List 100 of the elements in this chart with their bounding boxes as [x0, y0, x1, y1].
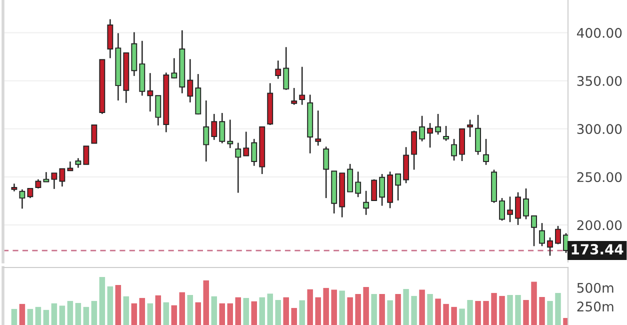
candlestick: [347, 163, 354, 192]
bar: [395, 294, 401, 325]
candlestick: [363, 190, 370, 216]
candlestick: [203, 100, 210, 162]
bar: [451, 306, 457, 325]
bar: [35, 306, 42, 325]
bar: [19, 304, 26, 325]
bar: [539, 296, 545, 325]
bar: [475, 300, 481, 325]
candlestick: [75, 158, 82, 168]
bar: [299, 300, 305, 325]
bar: [555, 292, 561, 325]
candlestick: [251, 138, 258, 166]
bar: [43, 310, 50, 325]
candlestick: [315, 110, 322, 146]
ref-line-label: 173.44: [572, 244, 624, 255]
bar: [387, 300, 393, 325]
bar: [355, 294, 361, 325]
candlestick: [523, 188, 529, 220]
bar: [107, 286, 114, 325]
y-tick-label: 250m: [577, 302, 614, 312]
bar: [211, 296, 218, 325]
bar: [483, 300, 489, 325]
y-tick-label: 350.00: [577, 76, 622, 86]
bar: [331, 290, 337, 325]
bar: [531, 282, 537, 325]
bar: [467, 300, 473, 325]
y-tick-label: 250.00: [577, 172, 622, 182]
bar: [67, 300, 74, 325]
bar: [499, 296, 505, 325]
candlestick: [27, 188, 34, 199]
candlestick: [451, 138, 458, 162]
candlestick: [379, 173, 386, 206]
y-tick-label: 200.00: [577, 220, 622, 230]
bar: [139, 298, 146, 325]
candlestick: [283, 46, 290, 91]
bar: [163, 302, 170, 325]
y-tick-label: 500m: [577, 282, 614, 293]
candlestick: [291, 87, 298, 106]
bar: [523, 300, 529, 325]
candlestick: [475, 114, 481, 156]
bar: [307, 289, 313, 325]
bar: [275, 300, 281, 325]
bar: [75, 302, 82, 325]
bar: [363, 286, 369, 325]
y-tick-label: 300.00: [577, 124, 622, 134]
bar: [131, 303, 138, 325]
candlestick: [555, 225, 561, 245]
candlestick: [427, 122, 434, 148]
candlestick: [323, 146, 330, 199]
bar: [227, 303, 233, 325]
candlestick: [299, 66, 306, 106]
bar: [323, 288, 329, 325]
candlestick: [59, 168, 66, 188]
bar: [563, 318, 568, 325]
bar: [427, 294, 433, 325]
candlestick: [515, 192, 521, 226]
bar: [51, 303, 58, 325]
candlestick: [435, 113, 442, 136]
candlestick: [531, 215, 537, 247]
bar: [283, 297, 289, 325]
candlestick: [483, 138, 489, 166]
bar: [491, 292, 497, 325]
bar: [91, 300, 98, 325]
bar: [411, 296, 417, 325]
candlestick: [51, 172, 58, 190]
candlestick: [443, 125, 450, 142]
candlestick: [395, 173, 402, 202]
bar: [371, 294, 377, 325]
bar: [291, 308, 297, 325]
bar: [259, 297, 265, 325]
candlestick: [547, 236, 553, 256]
bar: [115, 284, 122, 325]
bar: [83, 306, 90, 325]
y-tick-label: 400.00: [576, 28, 622, 38]
bar: [187, 294, 194, 325]
candlestick: [91, 124, 98, 144]
candlestick: [227, 119, 234, 149]
bar: [243, 298, 249, 325]
bar: [59, 306, 66, 325]
bar: [435, 298, 441, 325]
candlestick: [67, 160, 74, 172]
bar: [123, 296, 130, 325]
candlestick: [275, 60, 282, 80]
bar: [195, 302, 202, 325]
candlestick: [43, 171, 50, 182]
bar: [459, 308, 465, 325]
bar: [515, 294, 521, 325]
candlestick: [35, 178, 42, 190]
candlestick: [19, 188, 26, 210]
candlestick: [155, 95, 162, 126]
candlestick: [467, 119, 473, 138]
bar: [155, 295, 162, 325]
bar: [235, 297, 241, 325]
candlestick: [219, 112, 226, 144]
bar: [171, 305, 178, 325]
bar: [99, 276, 106, 325]
bar: [419, 290, 425, 325]
candlestick: [171, 58, 178, 79]
candlestick: [211, 113, 218, 141]
